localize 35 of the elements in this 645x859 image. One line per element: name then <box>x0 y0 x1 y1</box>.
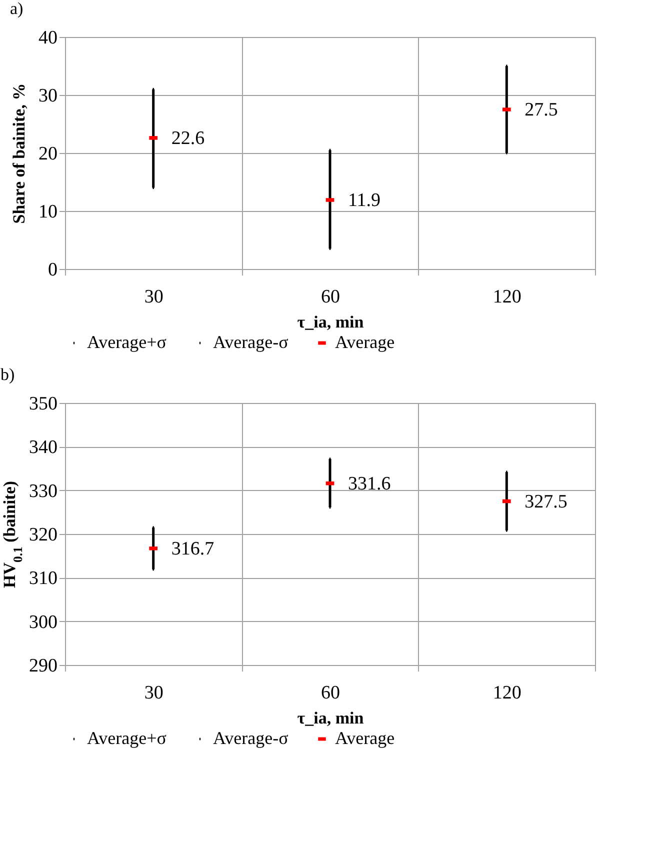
y-tick-label: 30 <box>38 86 58 106</box>
data-label: 316.7 <box>171 538 214 560</box>
y-tick-label: 0 <box>48 260 58 280</box>
y-tick-label: 20 <box>38 144 58 164</box>
data-label: 11.9 <box>348 190 381 211</box>
data-label: 27.5 <box>524 100 558 120</box>
x-tick-label: 30 <box>144 682 164 704</box>
y-tick-label: 330 <box>29 480 58 502</box>
legend-label: Average+σ <box>87 728 167 748</box>
legend-label: Average-σ <box>213 332 289 352</box>
data-label: 327.5 <box>524 491 568 512</box>
y-tick-label: 340 <box>29 437 58 458</box>
legend-label: Average-σ <box>213 728 289 748</box>
chart-title: a) <box>10 0 24 18</box>
chart-title: b) <box>0 365 15 384</box>
y-tick-label: 10 <box>38 202 58 222</box>
data-label: 22.6 <box>171 128 205 149</box>
y-tick-label: 40 <box>38 28 58 48</box>
x-axis-title: τ_ia, min <box>297 312 364 332</box>
y-tick-label: 350 <box>29 394 58 414</box>
y-tick-label: 290 <box>29 656 58 676</box>
y-tick-label: 310 <box>29 568 58 590</box>
x-tick-label: 60 <box>321 286 340 308</box>
x-axis-title: τ_ia, min <box>297 708 364 728</box>
x-tick-label: 120 <box>492 682 522 704</box>
x-tick-label: 120 <box>492 286 522 308</box>
legend-label: Average <box>335 728 395 748</box>
y-tick-label: 320 <box>29 524 58 546</box>
y-axis-title: Share of bainite, % <box>10 83 28 224</box>
legend-label: Average+σ <box>87 332 167 352</box>
y-tick-label: 300 <box>29 612 58 633</box>
data-label: 331.6 <box>348 473 391 494</box>
legend-label: Average <box>335 332 395 352</box>
x-tick-label: 30 <box>144 286 164 308</box>
x-tick-label: 60 <box>321 682 340 704</box>
